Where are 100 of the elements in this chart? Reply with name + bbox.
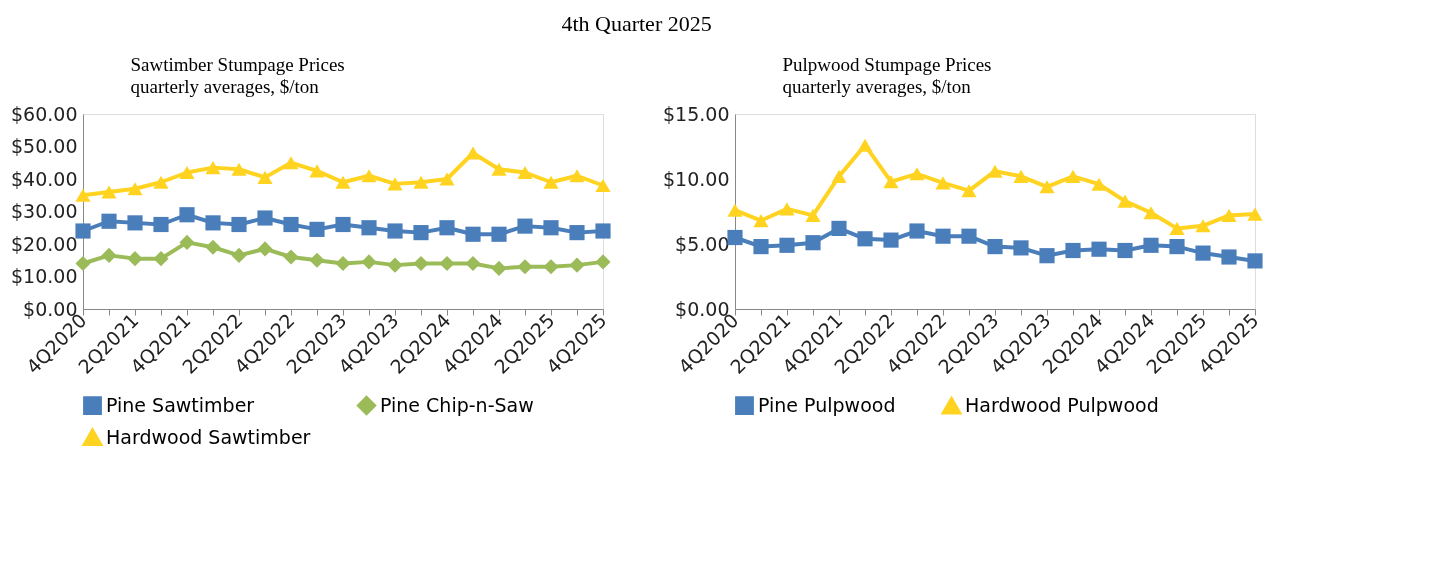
- point: [1195, 245, 1211, 261]
- point: [153, 216, 169, 233]
- point: [883, 232, 899, 248]
- legend-label: Pine Pulpwood: [758, 393, 896, 416]
- point: [935, 228, 951, 244]
- point: [257, 170, 273, 184]
- point: [1221, 249, 1237, 265]
- point: [179, 207, 195, 223]
- point: [987, 239, 1003, 255]
- point: [335, 216, 351, 233]
- point: [595, 254, 611, 270]
- point: [439, 255, 455, 272]
- legend-label: Hardwood Sawtimber: [106, 425, 311, 448]
- point: [491, 162, 507, 176]
- point: [387, 257, 403, 273]
- point: [231, 216, 247, 233]
- point: [517, 165, 533, 180]
- point: [831, 220, 847, 236]
- point: [283, 249, 299, 265]
- point: [153, 251, 169, 267]
- point: [1065, 242, 1081, 259]
- point: [491, 226, 507, 242]
- point: [857, 231, 873, 247]
- point: [309, 252, 325, 268]
- point: [909, 167, 925, 181]
- point: [413, 225, 429, 241]
- point: [1013, 169, 1029, 183]
- point: [335, 175, 351, 189]
- point: [727, 229, 743, 246]
- point: [857, 138, 873, 152]
- point: [831, 169, 847, 183]
- point: [1169, 221, 1185, 235]
- point: [569, 225, 585, 241]
- point: [231, 247, 247, 263]
- point: [127, 215, 143, 231]
- legend-label: Pine Sawtimber: [106, 393, 255, 416]
- point: [127, 251, 143, 267]
- point: [309, 221, 325, 237]
- point: [1143, 206, 1159, 220]
- point: [805, 235, 821, 251]
- point: [231, 162, 247, 176]
- point: [335, 255, 351, 272]
- point: [1013, 240, 1029, 256]
- point: [413, 175, 429, 189]
- chart-subtitle: quarterly averages, $/ton: [130, 76, 320, 97]
- point: [127, 182, 143, 196]
- point: [413, 255, 429, 272]
- point: [439, 172, 455, 186]
- point: [361, 169, 377, 183]
- point: [543, 220, 559, 236]
- point: [779, 237, 795, 253]
- legend-label: Hardwood Pulpwood: [965, 394, 1159, 417]
- y-tick-label: $20.00: [11, 232, 78, 255]
- point: [543, 259, 559, 275]
- point: [569, 169, 585, 183]
- text: 4th Quarter 2025: [561, 10, 712, 36]
- point: [179, 234, 195, 250]
- point: [961, 184, 977, 198]
- point: [283, 156, 299, 170]
- y-tick-label: $60.00: [11, 102, 78, 125]
- point: [1247, 207, 1263, 221]
- point: [935, 176, 951, 190]
- point: [543, 175, 559, 189]
- point: [1039, 180, 1055, 194]
- point: [753, 214, 769, 228]
- point: [909, 223, 925, 239]
- point: [283, 216, 299, 233]
- point: [387, 223, 403, 239]
- y-tick-label: $5.00: [675, 232, 730, 255]
- point: [387, 177, 403, 191]
- point: [205, 161, 221, 175]
- point: [987, 164, 1003, 178]
- point: [257, 241, 273, 257]
- point: [569, 257, 585, 273]
- y-tick-label: $10.00: [663, 167, 730, 190]
- point: [517, 259, 533, 275]
- point: [1039, 248, 1055, 264]
- point: [491, 260, 507, 276]
- y-tick-label: $30.00: [11, 200, 78, 222]
- y-tick-label: $50.00: [11, 135, 78, 157]
- point: [101, 185, 117, 199]
- point: [439, 220, 455, 236]
- point: [101, 213, 117, 229]
- point: [883, 175, 899, 189]
- point: [595, 223, 611, 239]
- point: [1117, 194, 1133, 208]
- point: [153, 175, 169, 189]
- point: [205, 239, 221, 255]
- point: [1091, 177, 1107, 191]
- point: [101, 247, 117, 263]
- point: [1195, 219, 1211, 233]
- point: [205, 215, 221, 231]
- legend-label: Pine Chip-n-Saw: [380, 393, 534, 416]
- y-tick-label: $15.00: [663, 102, 730, 125]
- y-tick-label: $10.00: [11, 265, 78, 287]
- point: [753, 239, 769, 255]
- point: [75, 255, 91, 272]
- y-tick-label: $40.00: [11, 167, 78, 190]
- chart-subtitle: quarterly averages, $/ton: [782, 76, 972, 97]
- point: [1091, 241, 1107, 257]
